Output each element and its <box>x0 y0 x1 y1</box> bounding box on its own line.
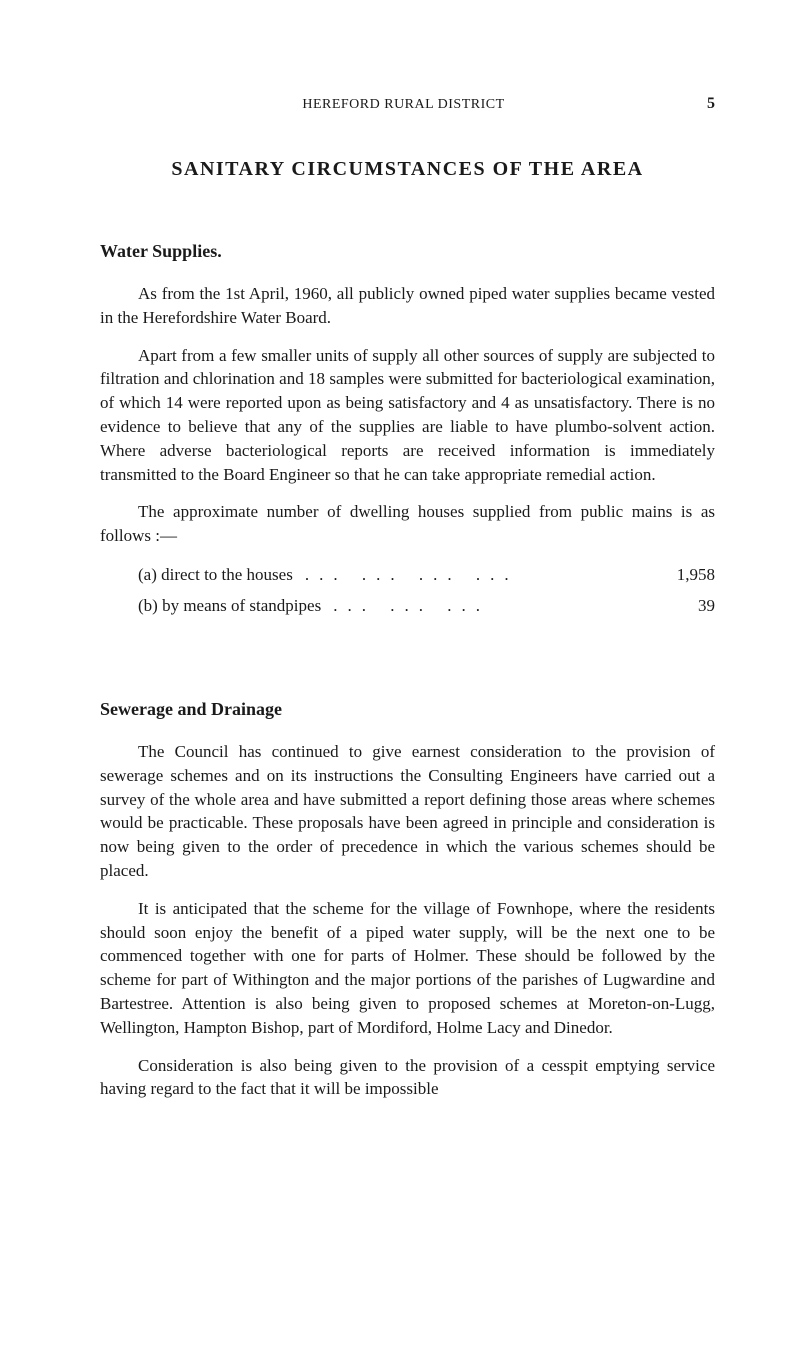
water-supplies-para-1: As from the 1st April, 1960, all publicl… <box>100 282 715 330</box>
sewerage-para-2: It is anticipated that the scheme for th… <box>100 897 715 1040</box>
list-item-b-value: 39 <box>678 593 715 619</box>
water-supplies-heading: Water Supplies. <box>100 241 715 262</box>
sewerage-para-3: Consideration is also being given to the… <box>100 1054 715 1102</box>
sewerage-heading: Sewerage and Drainage <box>100 699 715 720</box>
page-number: 5 <box>707 95 715 113</box>
sewerage-section: Sewerage and Drainage The Council has co… <box>100 699 715 1101</box>
list-item-b-dots: ... ... ... <box>321 593 678 619</box>
running-head: HEREFORD RURAL DISTRICT <box>100 97 707 113</box>
list-item-a: (a) direct to the houses ... ... ... ...… <box>100 562 715 588</box>
list-item-b-label: (b) by means of standpipes <box>138 593 321 619</box>
list-item-a-dots: ... ... ... ... <box>293 562 657 588</box>
water-supplies-para-2: Apart from a few smaller units of supply… <box>100 344 715 487</box>
main-title: SANITARY CIRCUMSTANCES OF THE AREA <box>100 158 715 181</box>
dwelling-houses-list: (a) direct to the houses ... ... ... ...… <box>100 562 715 619</box>
page-header: HEREFORD RURAL DISTRICT 5 <box>100 95 715 113</box>
list-item-a-value: 1,958 <box>657 562 715 588</box>
water-supplies-section: Water Supplies. As from the 1st April, 1… <box>100 241 715 619</box>
list-item-a-label: (a) direct to the houses <box>138 562 293 588</box>
list-item-b: (b) by means of standpipes ... ... ... 3… <box>100 593 715 619</box>
sewerage-para-1: The Council has continued to give earnes… <box>100 740 715 883</box>
water-supplies-para-3: The approximate number of dwelling house… <box>100 500 715 548</box>
